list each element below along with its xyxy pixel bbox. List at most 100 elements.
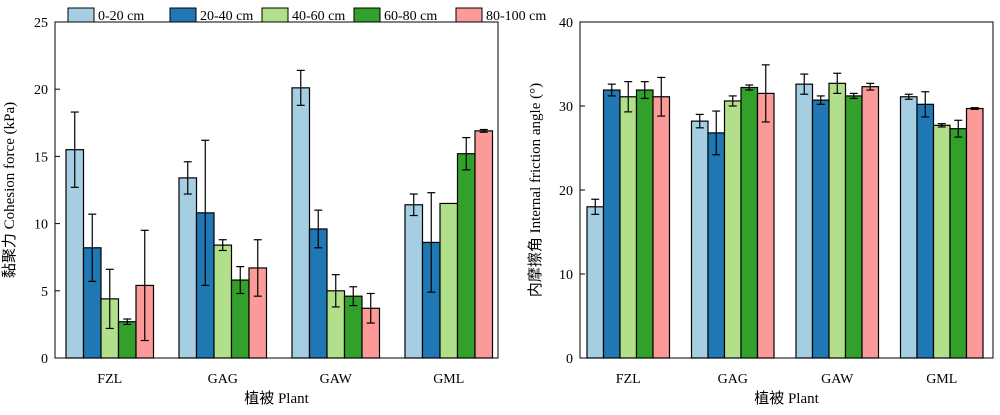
- bar-gml-40-60cm: [439, 202, 459, 359]
- x-tick-label-fzl: FZL: [97, 372, 122, 387]
- plot-frame: [54, 21, 499, 359]
- y-tick-label: 5: [41, 285, 48, 300]
- bar-gml-20-40cm: [916, 103, 935, 359]
- bar-fzl-60-80cm: [117, 321, 137, 359]
- error-bar: [123, 318, 132, 325]
- error-bar: [88, 213, 97, 282]
- y-tick-label: 20: [559, 184, 573, 199]
- error-bar: [904, 93, 913, 100]
- bar-gml-0-20cm: [404, 204, 424, 359]
- chart-legend: 0-20 cm 20-40 cm 40-60 cm 60-80 cm 80-100 cm: [67, 7, 546, 24]
- error-bar: [236, 266, 245, 295]
- legend-swatch: [261, 7, 289, 23]
- legend-label: 0-20 cm: [98, 9, 144, 24]
- legend-label: 60-80 cm: [384, 9, 437, 24]
- bar-fzl-20-40cm: [602, 89, 621, 359]
- y-tick-label: 40: [559, 16, 573, 31]
- bar-gml-60-80cm: [456, 153, 476, 359]
- x-tick-label-gml: GML: [433, 372, 464, 387]
- bar-gaw-0-20cm: [795, 83, 814, 359]
- error-bar: [349, 286, 358, 307]
- error-bar: [970, 107, 979, 110]
- error-bar: [745, 84, 754, 91]
- error-bar: [591, 198, 600, 215]
- error-bar: [183, 161, 192, 195]
- error-bar: [331, 274, 340, 308]
- error-bar: [218, 239, 227, 252]
- y-tick-label: 25: [34, 16, 48, 31]
- bar-gml-80-100cm: [474, 130, 494, 359]
- error-bar: [296, 69, 305, 106]
- error-bar: [105, 268, 114, 330]
- error-bar: [427, 192, 436, 293]
- bar-gag-80-100cm: [756, 92, 775, 359]
- y-tick-label: 10: [34, 218, 48, 233]
- error-bar: [640, 81, 649, 100]
- error-bar: [253, 239, 262, 297]
- bar-gaw-0-20cm: [291, 87, 311, 359]
- y-tick-label: 30: [559, 100, 573, 115]
- legend-swatch: [67, 7, 95, 23]
- y-tick-label: 10: [559, 268, 573, 283]
- x-tick-label-gaw: GAW: [821, 372, 854, 387]
- bar-gaw-60-80cm: [844, 95, 863, 359]
- x-axis-title: 植被 Plant: [244, 390, 309, 407]
- y-tick-label: 15: [34, 150, 48, 165]
- legend-item-40-60cm: 40-60 cm: [261, 7, 345, 24]
- error-bar: [866, 82, 875, 91]
- error-bar: [849, 92, 858, 100]
- legend-swatch: [353, 7, 381, 23]
- error-bar: [937, 123, 946, 128]
- bar-fzl-80-100cm: [652, 96, 671, 359]
- error-bar: [761, 64, 770, 123]
- error-bar: [624, 81, 633, 113]
- x-tick-label-gaw: GAW: [320, 372, 353, 387]
- y-axis-title: 内摩擦角 Internal friction angle (°): [526, 83, 544, 297]
- bar-gaw-40-60cm: [828, 82, 847, 359]
- error-bar: [728, 95, 737, 107]
- legend-label: 40-60 cm: [292, 9, 345, 24]
- error-bar: [800, 73, 809, 95]
- legend-swatch: [169, 7, 197, 23]
- bar-gml-0-20cm: [899, 96, 918, 359]
- bar-gml-80-100cm: [965, 107, 984, 359]
- error-bar: [409, 193, 418, 217]
- y-axis-title: 黏聚力 Cohesion force (kPa): [1, 102, 18, 278]
- legend-label: 20-40 cm: [200, 9, 253, 24]
- bar-gag-60-80cm: [740, 86, 759, 359]
- bar-gaw-80-100cm: [861, 86, 880, 359]
- x-tick-label-gag: GAG: [208, 372, 238, 387]
- error-bar: [954, 119, 963, 138]
- bar-gaw-20-40cm: [811, 99, 830, 359]
- internal-friction-angle-chart: 0 10 20 30 40 FZL GAG GAW GML 植被 Plant 内摩擦角 Intern…: [526, 16, 994, 407]
- bar-fzl-60-80cm: [635, 89, 654, 359]
- error-bar: [314, 209, 323, 249]
- cohesion-force-chart: 0 5 10 15 20 25 FZL GAG GAW GML 植被 Plant 黏聚力 Cohesi…: [1, 16, 499, 407]
- error-bar: [479, 128, 488, 133]
- error-bar: [695, 113, 704, 129]
- bar-gag-0-20cm: [690, 120, 709, 359]
- y-tick-label: 0: [566, 352, 573, 367]
- error-bar: [921, 91, 930, 118]
- error-bar: [366, 292, 375, 324]
- error-bar: [201, 139, 210, 287]
- error-bar: [712, 110, 721, 156]
- bar-fzl-0-20cm: [586, 206, 605, 359]
- bar-gml-60-80cm: [949, 128, 968, 359]
- x-axis-title: 植被 Plant: [754, 390, 819, 407]
- x-tick-label-gag: GAG: [718, 372, 748, 387]
- x-tick-label-fzl: FZL: [616, 372, 641, 387]
- bar-gag-40-60cm: [723, 100, 742, 359]
- bar-gag-20-40cm: [707, 132, 726, 359]
- bar-gml-40-60cm: [932, 124, 951, 359]
- y-tick-label: 20: [34, 83, 48, 98]
- legend-label: 80-100 cm: [486, 9, 546, 24]
- error-bar: [140, 229, 149, 342]
- bar-gag-40-60cm: [213, 244, 233, 359]
- legend-item-60-80cm: 60-80 cm: [353, 7, 437, 24]
- legend-swatch: [455, 7, 483, 23]
- error-bar: [657, 76, 666, 117]
- error-bar: [462, 136, 471, 171]
- bar-gag-0-20cm: [178, 177, 198, 359]
